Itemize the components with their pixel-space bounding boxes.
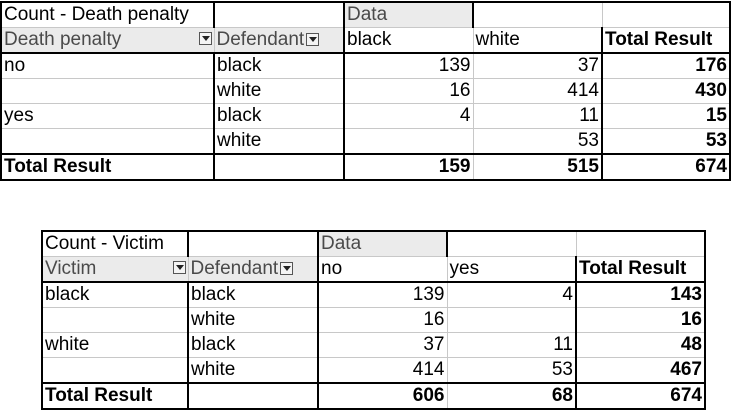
table-row: white 414 53 467 — [41, 357, 706, 384]
value-cell[interactable] — [343, 128, 474, 155]
column-header[interactable]: yes — [446, 256, 577, 283]
empty-cell[interactable] — [213, 153, 345, 182]
pivot-title[interactable]: Count - Death penalty — [0, 1, 215, 28]
row-group-cell[interactable]: white — [41, 332, 189, 359]
table-row: white 16 16 — [41, 307, 706, 334]
grand-total-cell[interactable]: 159 — [343, 153, 474, 182]
total-cell[interactable]: 467 — [575, 357, 706, 384]
table-row: no black 139 37 176 — [0, 52, 731, 80]
col-field-label: Defendant — [216, 29, 305, 50]
row-group-cell[interactable]: black — [41, 281, 189, 309]
row-sub-cell[interactable]: black — [187, 281, 319, 309]
grand-total-cell[interactable]: 674 — [601, 153, 731, 182]
column-header[interactable]: white — [472, 27, 603, 54]
row-field-button[interactable]: Death penalty — [0, 27, 215, 54]
row-field-button[interactable]: Victim — [41, 256, 189, 283]
row-group-cell[interactable] — [0, 128, 215, 155]
pivot-table-victim: Count - Victim Data Victim Defendant no … — [41, 230, 706, 411]
row-group-cell[interactable] — [41, 357, 189, 384]
column-header-total[interactable]: Total Result — [601, 27, 731, 54]
value-cell[interactable]: 4 — [343, 103, 474, 130]
table-row: black black 139 4 143 — [41, 281, 706, 309]
filter-dropdown-icon[interactable] — [280, 261, 294, 275]
filter-dropdown-icon[interactable] — [306, 32, 320, 46]
total-cell[interactable]: 53 — [601, 128, 731, 155]
data-field-label[interactable]: Data — [343, 1, 474, 28]
value-cell[interactable]: 4 — [446, 281, 577, 309]
grand-total-row: Total Result 606 68 674 — [41, 382, 706, 411]
value-cell[interactable]: 414 — [472, 78, 603, 105]
value-cell[interactable]: 37 — [472, 52, 603, 80]
empty-cell[interactable] — [446, 230, 577, 257]
grand-total-cell[interactable]: 606 — [317, 382, 448, 411]
total-cell[interactable]: 15 — [601, 103, 731, 130]
grand-total-cell[interactable]: 674 — [575, 382, 706, 411]
row-group-cell[interactable] — [0, 78, 215, 105]
row-group-cell[interactable]: no — [0, 52, 215, 80]
value-cell[interactable]: 53 — [446, 357, 577, 384]
table-row: white 53 53 — [0, 128, 731, 155]
total-cell[interactable]: 430 — [601, 78, 731, 105]
empty-cell[interactable] — [575, 230, 706, 257]
grand-total-label[interactable]: Total Result — [41, 382, 189, 411]
pivot-header-row: Death penalty Defendant black white Tota… — [0, 27, 731, 54]
filter-dropdown-icon[interactable] — [198, 32, 212, 45]
grand-total-label[interactable]: Total Result — [0, 153, 215, 182]
row-sub-cell[interactable]: white — [213, 78, 345, 105]
col-field-button[interactable]: Defendant — [187, 256, 319, 283]
grand-total-cell[interactable]: 68 — [446, 382, 577, 411]
table-row: yes black 4 11 15 — [0, 103, 731, 130]
data-field-label[interactable]: Data — [317, 230, 448, 257]
value-cell[interactable]: 11 — [472, 103, 603, 130]
value-cell[interactable]: 11 — [446, 332, 577, 359]
table-row: white black 37 11 48 — [41, 332, 706, 359]
filter-dropdown-icon[interactable] — [172, 261, 186, 274]
value-cell[interactable]: 53 — [472, 128, 603, 155]
total-cell[interactable]: 48 — [575, 332, 706, 359]
pivot-title[interactable]: Count - Victim — [41, 230, 189, 257]
column-header[interactable]: black — [343, 27, 474, 54]
total-cell[interactable]: 143 — [575, 281, 706, 309]
pivot-title-row: Count - Victim Data — [41, 230, 706, 257]
value-cell[interactable]: 16 — [317, 307, 448, 334]
row-group-cell[interactable] — [41, 307, 189, 334]
empty-cell[interactable] — [213, 1, 345, 28]
value-cell[interactable]: 414 — [317, 357, 448, 384]
row-sub-cell[interactable]: white — [187, 357, 319, 384]
pivot-title-row: Count - Death penalty Data — [0, 1, 731, 28]
col-field-button[interactable]: Defendant — [213, 27, 345, 54]
empty-cell[interactable] — [472, 1, 603, 28]
value-cell[interactable]: 139 — [343, 52, 474, 80]
empty-cell[interactable] — [187, 382, 319, 411]
col-field-label: Defendant — [190, 258, 279, 279]
row-group-cell[interactable]: yes — [0, 103, 215, 130]
row-field-label: Death penalty — [4, 29, 122, 50]
value-cell[interactable] — [446, 307, 577, 334]
row-sub-cell[interactable]: white — [213, 128, 345, 155]
value-cell[interactable]: 37 — [317, 332, 448, 359]
grand-total-cell[interactable]: 515 — [472, 153, 603, 182]
row-sub-cell[interactable]: white — [187, 307, 319, 334]
column-header[interactable]: no — [317, 256, 448, 283]
value-cell[interactable]: 139 — [317, 281, 448, 309]
empty-cell[interactable] — [601, 1, 731, 28]
row-sub-cell[interactable]: black — [187, 332, 319, 359]
pivot-table-death-penalty: Count - Death penalty Data Death penalty… — [0, 1, 731, 182]
empty-cell[interactable] — [187, 230, 319, 257]
row-sub-cell[interactable]: black — [213, 52, 345, 80]
pivot-header-row: Victim Defendant no yes Total Result — [41, 256, 706, 283]
column-header-total[interactable]: Total Result — [575, 256, 706, 283]
grand-total-row: Total Result 159 515 674 — [0, 153, 731, 182]
total-cell[interactable]: 176 — [601, 52, 731, 80]
row-field-label: Victim — [45, 258, 97, 279]
row-sub-cell[interactable]: black — [213, 103, 345, 130]
total-cell[interactable]: 16 — [575, 307, 706, 334]
value-cell[interactable]: 16 — [343, 78, 474, 105]
table-row: white 16 414 430 — [0, 78, 731, 105]
